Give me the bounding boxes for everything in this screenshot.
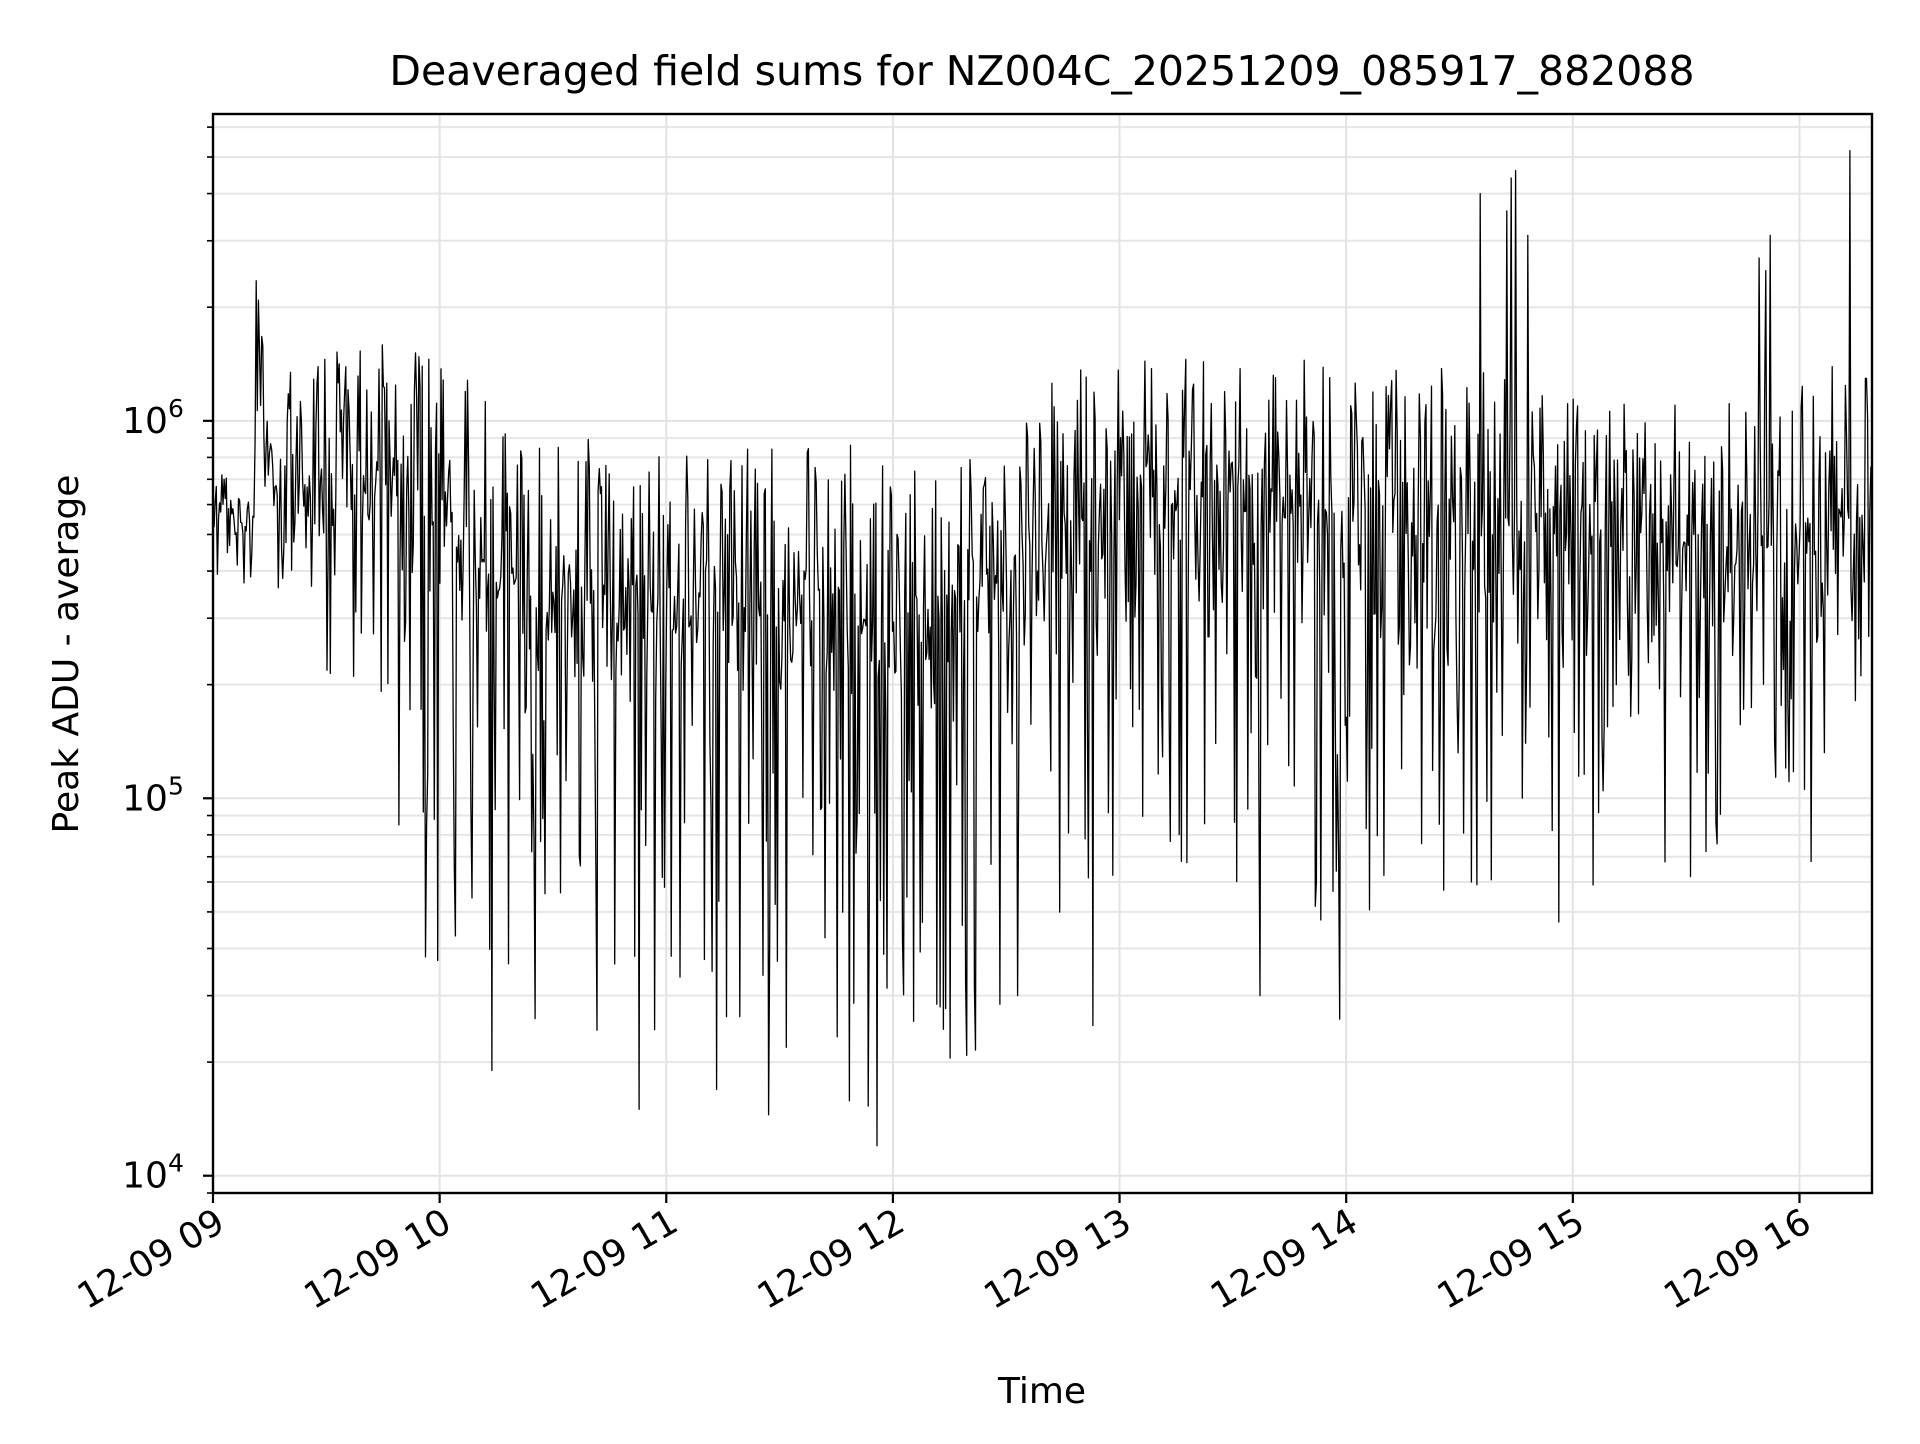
y-tick-label: 106: [122, 394, 184, 442]
y-axis-label: Peak ADU - average: [46, 475, 87, 834]
plot-frame: [211, 112, 1874, 1195]
y-tick-label: 105: [122, 771, 184, 819]
series-line-field-sums: [212, 149, 1873, 1147]
y-tick-label: 104: [122, 1149, 184, 1197]
x-axis-label: Time: [997, 1371, 1086, 1412]
series-layer: [212, 149, 1873, 1147]
chart-title: Deaveraged field sums for NZ004C_2025120…: [389, 47, 1694, 95]
